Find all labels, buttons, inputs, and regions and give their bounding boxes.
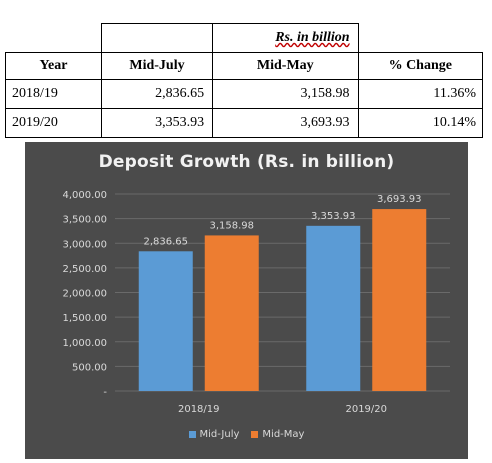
y-tick-label: 4,000.00	[62, 190, 107, 201]
data-label: 2,836.65	[143, 236, 188, 247]
legend-item-mid-july: Mid-July	[188, 429, 240, 440]
header-mid-july: Mid-July	[100, 52, 214, 80]
cell-mid-july: 3,353.93	[100, 108, 214, 138]
cell-change: 10.14%	[357, 108, 484, 138]
y-tick-label: 3,500.00	[62, 215, 107, 226]
y-tick-label: 1,500.00	[62, 313, 107, 324]
legend-item-mid-may: Mid-May	[251, 429, 304, 440]
chart-legend: Mid-July Mid-May	[25, 429, 468, 440]
bar	[204, 235, 259, 391]
cell-change: 11.36%	[357, 79, 484, 109]
header-year: Year	[5, 52, 102, 80]
table-unit-blank	[357, 23, 483, 53]
chart-plot: - 500.00 1,000.00 1,500.00 2,000.00 2,500.00 3…	[62, 190, 450, 415]
legend-label-mid-july: Mid-July	[199, 429, 240, 440]
table-unit-spacer	[101, 23, 213, 53]
cell-mid-may: 3,693.93	[212, 108, 359, 138]
chart-title: Deposit Growth (Rs. in billion)	[98, 152, 395, 172]
y-tick-label: 1,000.00	[62, 338, 107, 349]
data-label: 3,353.93	[311, 211, 356, 222]
deposit-growth-chart: Deposit Growth (Rs. in billion) - 500.00 1…	[25, 142, 468, 459]
x-tick-label: 2019/20	[345, 404, 387, 415]
y-tick-label: 3,000.00	[62, 239, 107, 250]
legend-label-mid-may: Mid-May	[262, 429, 305, 440]
table-row: 2019/20 3,353.93 3,693.93 10.14%	[5, 108, 484, 138]
legend-swatch-mid-july	[188, 431, 196, 438]
y-tick-label: 2,000.00	[62, 289, 107, 300]
table-unit-label: Rs. in billion	[212, 23, 359, 53]
header-percent-change: % Change	[357, 52, 484, 80]
bar	[138, 251, 193, 391]
bar	[306, 225, 361, 391]
y-tick-label: 500.00	[72, 362, 107, 373]
bar	[372, 209, 427, 391]
x-tick-label: 2018/19	[178, 404, 220, 415]
cell-year: 2018/19	[5, 79, 102, 109]
cell-year: 2019/20	[5, 108, 102, 138]
table-corner-blank	[5, 23, 102, 53]
cell-mid-july: 2,836.65	[100, 79, 214, 109]
legend-swatch-mid-may	[251, 431, 259, 438]
deposit-table: Rs. in billion Year Mid-July Mid-May % C…	[5, 23, 484, 138]
data-label: 3,693.93	[377, 194, 422, 205]
y-tick-label: -	[103, 387, 107, 398]
data-label: 3,158.98	[209, 220, 254, 231]
table-row: 2018/19 2,836.65 3,158.98 11.36%	[5, 79, 484, 109]
cell-mid-may: 3,158.98	[212, 79, 359, 109]
y-tick-label: 2,500.00	[62, 264, 107, 275]
header-mid-may: Mid-May	[212, 52, 359, 80]
